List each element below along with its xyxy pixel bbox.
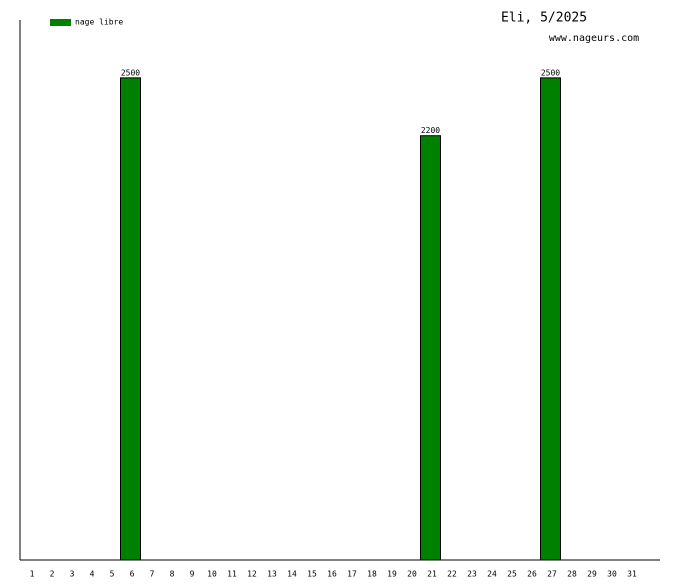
x-tick-label: 2 xyxy=(50,570,55,579)
x-tick-label: 23 xyxy=(467,570,477,579)
x-tick-label: 14 xyxy=(287,570,297,579)
x-tick-label: 15 xyxy=(307,570,317,579)
legend-swatch xyxy=(50,19,71,26)
x-tick-label: 9 xyxy=(190,570,195,579)
x-tick-label: 25 xyxy=(507,570,517,579)
x-tick-label: 26 xyxy=(527,570,537,579)
bar xyxy=(540,77,561,561)
x-tick-label: 1 xyxy=(30,570,35,579)
x-tick-label: 20 xyxy=(407,570,417,579)
x-tick-label: 31 xyxy=(627,570,637,579)
data-label: 2200 xyxy=(421,126,440,135)
x-tick-label: 11 xyxy=(227,570,237,579)
x-tick-label: 5 xyxy=(110,570,115,579)
x-tick-label: 17 xyxy=(347,570,357,579)
x-tick-label: 16 xyxy=(327,570,337,579)
bar xyxy=(120,77,141,561)
x-tick-label: 19 xyxy=(387,570,397,579)
x-tick-label: 13 xyxy=(267,570,277,579)
bar xyxy=(420,135,441,561)
legend-label: nage libre xyxy=(75,18,123,27)
x-tick-label: 30 xyxy=(607,570,617,579)
x-tick-label: 18 xyxy=(367,570,377,579)
x-tick-label: 28 xyxy=(567,570,577,579)
x-tick-label: 8 xyxy=(170,570,175,579)
x-tick-label: 24 xyxy=(487,570,497,579)
x-tick-label: 4 xyxy=(90,570,95,579)
data-label: 2500 xyxy=(121,68,140,77)
chart-subtitle: www.nageurs.com xyxy=(549,33,639,44)
x-tick-label: 10 xyxy=(207,570,217,579)
x-tick-label: 29 xyxy=(587,570,597,579)
x-tick-label: 6 xyxy=(130,570,135,579)
x-tick-label: 3 xyxy=(70,570,75,579)
x-tick-label: 12 xyxy=(247,570,257,579)
chart-title: Eli, 5/2025 xyxy=(501,11,587,26)
data-label: 2500 xyxy=(541,68,560,77)
x-tick-label: 27 xyxy=(547,570,557,579)
x-tick-label: 21 xyxy=(427,570,437,579)
x-tick-label: 22 xyxy=(447,570,457,579)
x-tick-label: 7 xyxy=(150,570,155,579)
